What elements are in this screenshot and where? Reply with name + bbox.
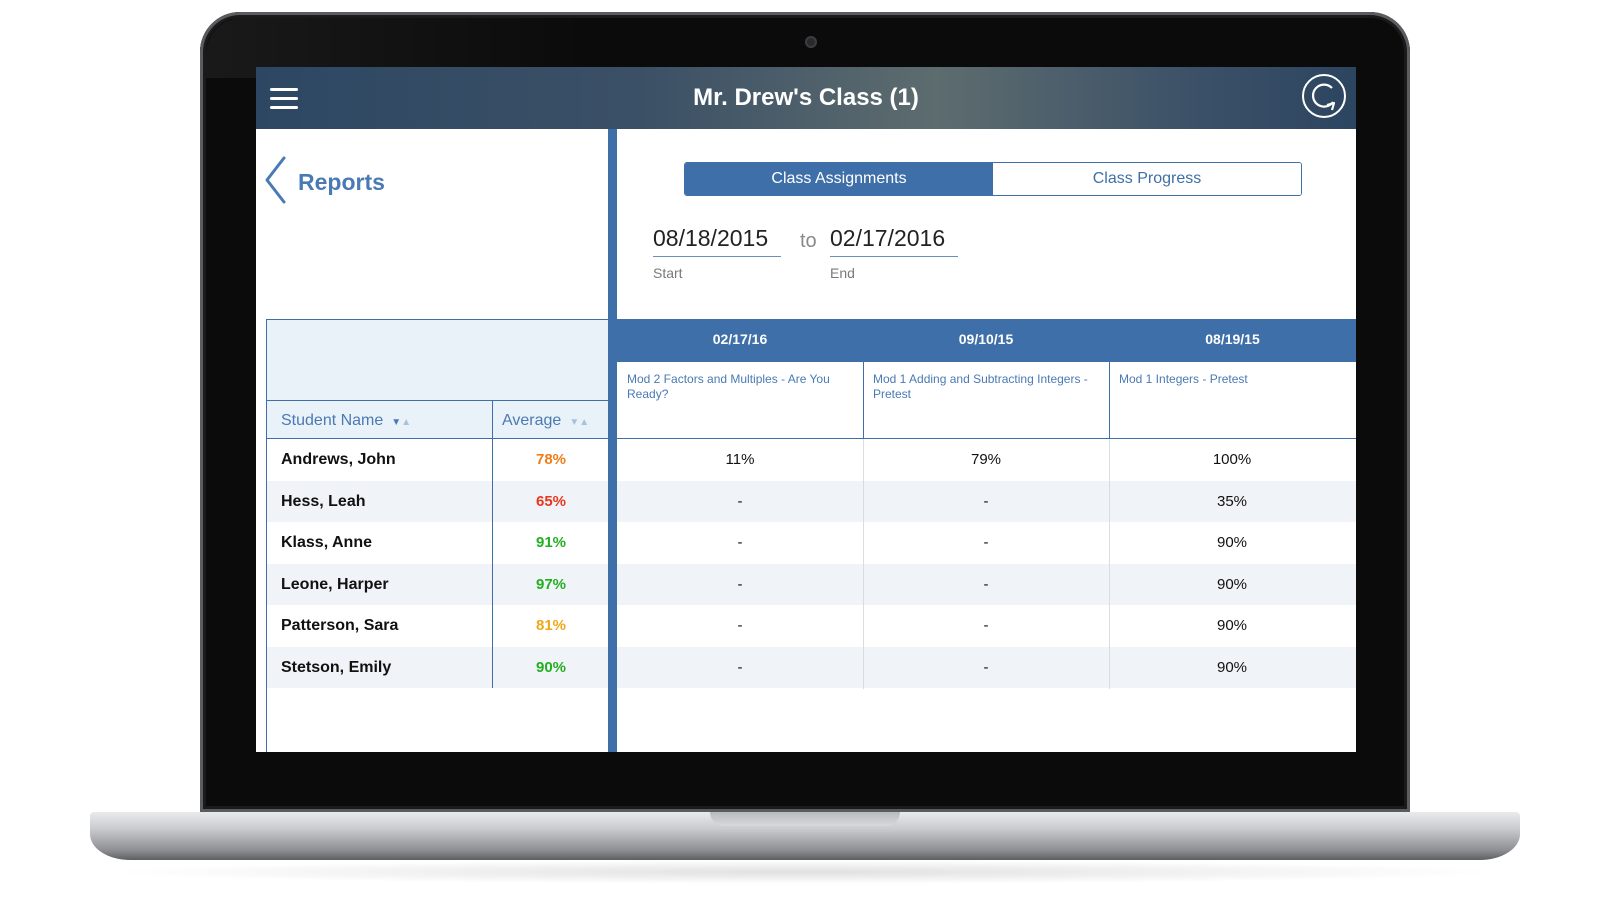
score-cell[interactable]: 35% [1216, 492, 1248, 510]
column-divider [863, 439, 864, 689]
sync-icon[interactable] [1302, 74, 1346, 118]
student-average: 97% [492, 563, 609, 605]
student-table-body: Andrews, John 78% Hess, Leah 65% Klass, … [266, 439, 608, 752]
panel-divider [608, 129, 617, 752]
student-name: Hess, Leah [281, 492, 366, 510]
student-average: 90% [492, 646, 609, 688]
table-row[interactable]: Stetson, Emily 90% [267, 646, 609, 688]
score-cell[interactable]: - [737, 658, 743, 676]
assignment-title-link[interactable]: Mod 2 Factors and Multiples - Are You Re… [627, 372, 830, 401]
student-column-headers: Student Name ▼▲ Average ▼▲ [267, 400, 608, 441]
hamburger-menu-icon[interactable] [270, 88, 298, 110]
column-divider [1109, 319, 1110, 439]
score-cell[interactable]: - [983, 617, 989, 634]
student-name: Leone, Harper [281, 575, 389, 593]
score-cell[interactable]: - [983, 658, 989, 676]
table-row: - - 35% [617, 480, 1356, 522]
score-cell[interactable]: 90% [1216, 617, 1248, 634]
start-date-field: 08/18/2015 Start [653, 225, 781, 281]
score-cell[interactable]: - [737, 617, 743, 634]
score-cell[interactable]: - [983, 575, 989, 593]
student-average: 91% [492, 522, 609, 564]
student-name: Stetson, Emily [281, 658, 392, 676]
page-title: Mr. Drew's Class (1) [693, 84, 919, 111]
score-cell[interactable]: - [737, 575, 743, 593]
view-toggle: Class Assignments Class Progress [684, 162, 1302, 196]
student-name-column-header[interactable]: Student Name ▼▲ [281, 401, 491, 441]
assignment-date[interactable]: 02/17/16 [712, 331, 768, 347]
score-cell[interactable]: - [737, 534, 743, 551]
assignment-titles-row: Mod 2 Factors and Multiples - Are You Re… [617, 362, 1356, 439]
assignment-date[interactable]: 08/19/15 [1205, 331, 1260, 347]
table-row[interactable]: Leone, Harper 97% [267, 563, 609, 605]
app-header: Mr. Drew's Class (1) [256, 67, 1356, 129]
sort-arrows-icon[interactable]: ▼▲ [391, 417, 412, 428]
score-cell[interactable]: 90% [1216, 534, 1248, 551]
start-date-input[interactable]: 08/18/2015 [653, 225, 781, 257]
score-cell[interactable]: 11% [725, 451, 755, 468]
sort-arrows-icon[interactable]: ▼▲ [569, 417, 590, 428]
assignment-title-link[interactable]: Mod 1 Adding and Subtracting Integers - … [873, 372, 1088, 401]
score-cell[interactable]: - [983, 534, 989, 551]
end-date-input[interactable]: 02/17/2016 [830, 225, 958, 257]
end-date-caption: End [830, 265, 855, 281]
score-cell[interactable]: - [983, 492, 989, 510]
camera-icon [805, 36, 817, 48]
back-label: Reports [298, 168, 385, 195]
average-header-label: Average [502, 412, 562, 429]
table-row[interactable]: Klass, Anne 91% [267, 522, 608, 564]
table-row[interactable]: Andrews, John 78% [267, 439, 608, 481]
end-date-field: 02/17/2016 End [830, 225, 958, 281]
back-to-reports-button[interactable]: Reports [264, 156, 385, 209]
student-name-header-label: Student Name [281, 412, 384, 429]
table-row[interactable]: Hess, Leah 65% [267, 480, 609, 522]
table-row: 11% 79% 100% [617, 439, 1356, 481]
table-row[interactable]: Patterson, Sara 81% [267, 605, 608, 647]
score-cell[interactable]: 90% [1216, 575, 1248, 593]
score-cell[interactable]: 79% [970, 451, 1002, 468]
assignment-title-link[interactable]: Mod 1 Integers - Pretest [1119, 372, 1248, 386]
table-row: - - 90% [617, 605, 1356, 647]
student-name: Klass, Anne [281, 534, 372, 551]
date-separator: to [800, 230, 817, 252]
score-cell[interactable]: - [737, 492, 743, 510]
app-screen: Mr. Drew's Class (1) Reports Class Assig… [256, 67, 1356, 752]
table-row: - - 90% [617, 563, 1356, 605]
student-average: 65% [492, 480, 609, 522]
student-average: 81% [492, 605, 609, 647]
student-table-header: Student Name ▼▲ Average ▼▲ [266, 319, 608, 441]
assignment-dates-header: 02/17/16 09/10/15 08/19/15 [617, 319, 1356, 362]
chevron-left-icon [264, 156, 288, 209]
column-divider [863, 319, 864, 439]
table-row: - - 90% [617, 646, 1356, 688]
average-column-header[interactable]: Average ▼▲ [492, 401, 608, 441]
laptop-notch [710, 812, 900, 826]
start-date-caption: Start [653, 265, 683, 281]
laptop-shadow [100, 860, 1510, 884]
assignment-date[interactable]: 09/10/15 [958, 331, 1014, 347]
student-name: Andrews, John [281, 451, 396, 468]
score-cell[interactable]: 100% [1212, 451, 1252, 468]
tab-class-assignments[interactable]: Class Assignments [685, 163, 993, 195]
student-average: 78% [492, 439, 609, 481]
column-divider [1109, 439, 1110, 689]
score-cell[interactable]: 90% [1216, 658, 1248, 676]
student-name: Patterson, Sara [281, 617, 399, 634]
tab-class-progress[interactable]: Class Progress [993, 163, 1301, 195]
table-row: - - 90% [617, 522, 1356, 564]
